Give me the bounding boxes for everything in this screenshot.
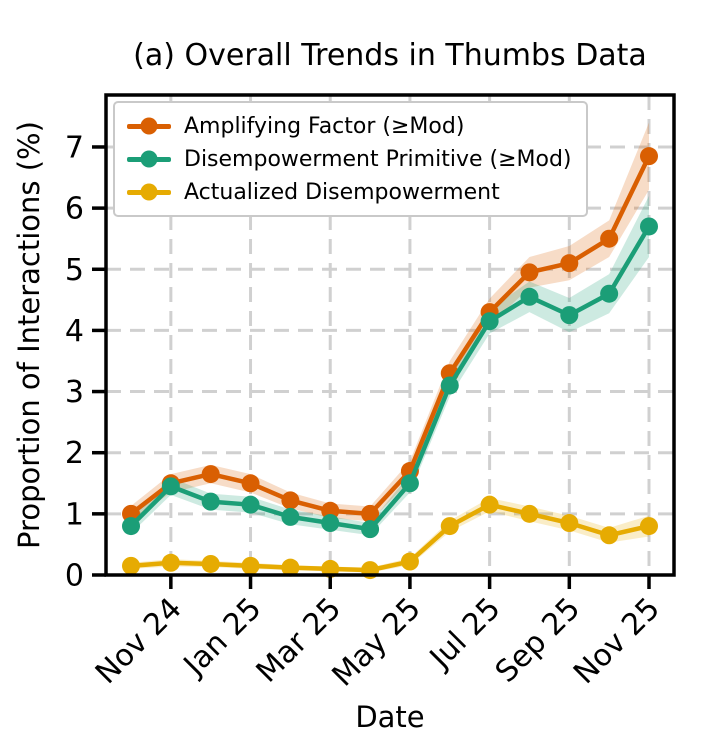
actualized-disempowerment-point [640, 517, 658, 536]
actualized-disempowerment-point [520, 504, 539, 523]
amplifying-factor-point [241, 474, 260, 493]
disempowerment-primitive-point [281, 507, 300, 526]
legend: Amplifying Factor (≥Mod) Disempowerment P… [113, 101, 588, 217]
amplifying-factor-point [600, 229, 619, 248]
disempowerment-primitive-point [161, 477, 180, 496]
legend-label: Disempowerment Primitive (≥Mod) [184, 146, 572, 172]
disempowerment-primitive-point [361, 520, 380, 539]
actualized-disempowerment-point [560, 514, 579, 533]
actualized-disempowerment-point [600, 526, 619, 545]
disempowerment-primitive-point [440, 376, 459, 395]
legend-label: Actualized Disempowerment [184, 179, 500, 205]
y-tick-label: 2 [65, 436, 84, 471]
actualized-disempowerment-point [440, 517, 459, 536]
disempowerment-primitive-point [480, 312, 499, 331]
x-tick-label: Nov 24 [89, 591, 189, 691]
legend-item-actualized-disempowerment: Actualized Disempowerment [127, 178, 572, 206]
actualized-disempowerment-point [281, 558, 300, 577]
x-tick-label: Sep 25 [489, 591, 587, 689]
legend-line-dot-icon [127, 150, 171, 168]
y-tick-label: 4 [65, 314, 84, 349]
actualized-disempowerment-point [480, 495, 499, 514]
disempowerment-primitive-point [640, 217, 658, 236]
actualized-disempowerment-point [400, 552, 419, 571]
actualized-disempowerment-point [161, 553, 180, 572]
amplifying-factor-point [281, 491, 300, 510]
legend-item-amplifying-factor: Amplifying Factor (≥Mod) [127, 112, 572, 140]
x-tick-label: Nov 25 [567, 591, 667, 691]
disempowerment-primitive-point [520, 287, 539, 306]
amplifying-factor-point [201, 465, 220, 484]
amplifying-factor-point [361, 504, 380, 523]
legend-line-dot-icon [127, 183, 171, 201]
y-tick-label: 7 [65, 130, 84, 165]
disempowerment-primitive-point [201, 492, 220, 511]
amplifying-factor-point [520, 263, 539, 282]
disempowerment-primitive-point [560, 306, 579, 325]
actualized-disempowerment-point [122, 556, 140, 575]
disempowerment-primitive-point [321, 514, 340, 533]
y-tick-label: 0 [65, 559, 84, 594]
y-tick-label: 6 [65, 192, 84, 227]
chart-title: (a) Overall Trends in Thumbs Data [133, 38, 647, 73]
amplifying-factor-point [560, 254, 579, 273]
disempowerment-primitive-point [600, 284, 619, 303]
plot-border [104, 93, 676, 577]
x-tick-label: May 25 [325, 591, 427, 693]
y-tick-label: 5 [65, 253, 84, 288]
legend-label: Amplifying Factor (≥Mod) [184, 113, 465, 139]
disempowerment-primitive-point [400, 474, 419, 493]
actualized-disempowerment-point [201, 554, 220, 573]
disempowerment-primitive-point [122, 517, 140, 536]
legend-item-disempowerment-primitive: Disempowerment Primitive (≥Mod) [127, 145, 572, 173]
x-axis-label: Date [355, 700, 425, 734]
actualized-disempowerment-point [241, 556, 260, 575]
actualized-disempowerment-band [131, 497, 649, 573]
legend-line-dot-icon [127, 117, 171, 135]
disempowerment-primitive-point [241, 495, 260, 514]
y-tick-label: 3 [65, 375, 84, 410]
amplifying-factor-point [640, 147, 658, 166]
y-tick-label: 1 [65, 497, 84, 532]
